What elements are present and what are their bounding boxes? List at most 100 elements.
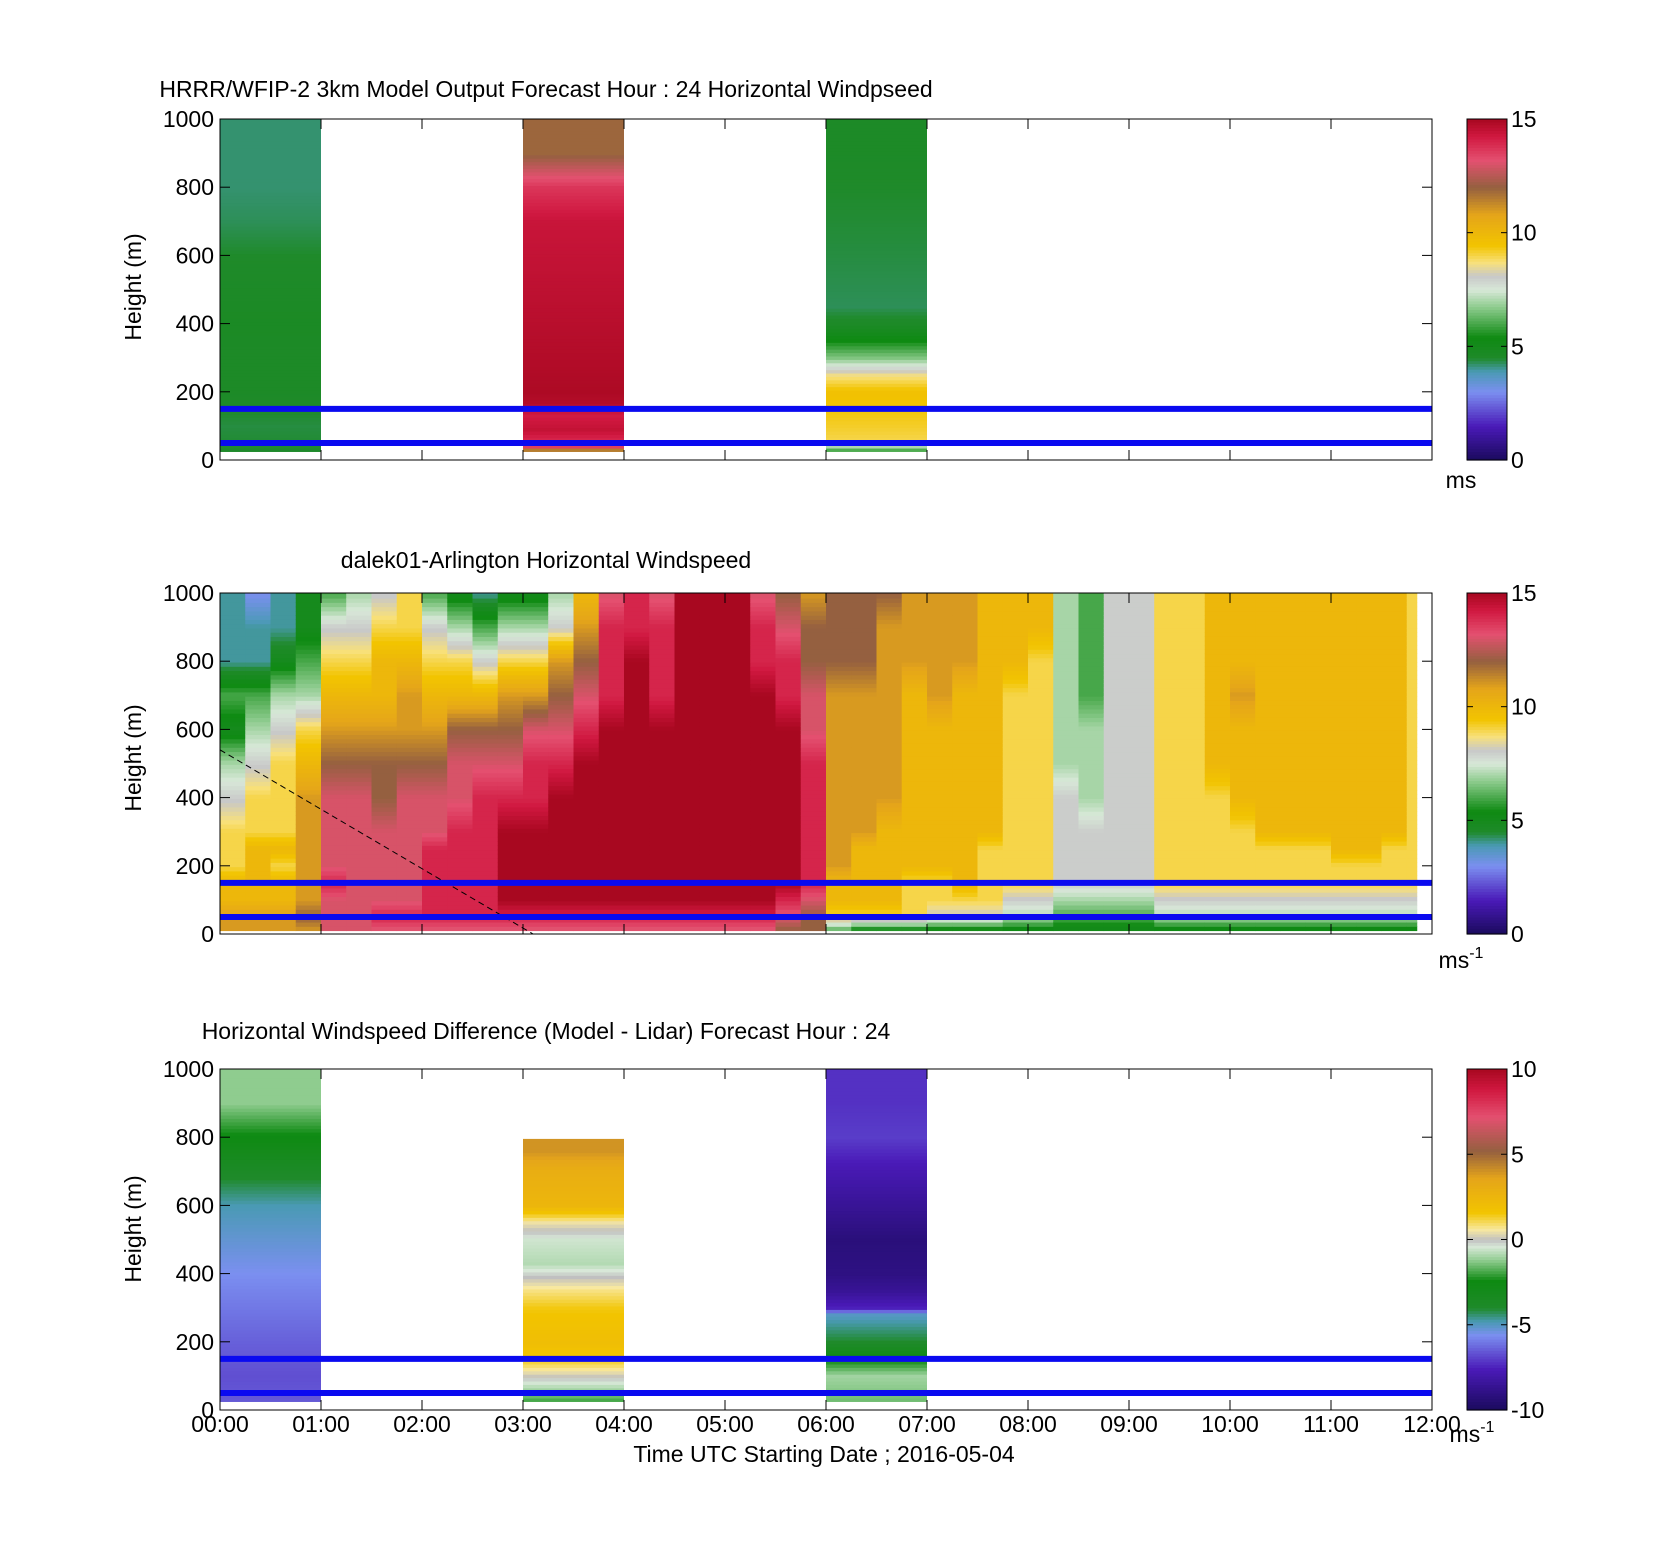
heatmap-cell [775, 708, 802, 714]
heatmap-cell [1002, 798, 1029, 804]
colorbar-segment [1467, 1086, 1507, 1090]
heatmap-cell [800, 738, 827, 744]
y-tick-label: 400 [176, 1261, 214, 1287]
colorbar-segment [1467, 1100, 1507, 1104]
heatmap-cell [396, 683, 423, 689]
heatmap-cell [1305, 704, 1332, 710]
heatmap-cell [901, 896, 928, 902]
heatmap-cell [750, 738, 776, 744]
heatmap-cell [624, 743, 650, 748]
heatmap-cell [952, 802, 978, 808]
heatmap-cell [220, 1173, 321, 1177]
heatmap-cell [1255, 917, 1281, 923]
heatmap-cell [220, 141, 321, 146]
heatmap-cell [270, 666, 297, 672]
heatmap-cell [826, 431, 927, 435]
heatmap-cell [649, 662, 675, 667]
colorbar-segment [1467, 1395, 1507, 1400]
heatmap-cell [750, 926, 776, 932]
heatmap-cell [977, 892, 1004, 897]
heatmap-cell [1204, 610, 1231, 616]
heatmap-cell [624, 887, 650, 893]
heatmap-cell [220, 1381, 321, 1385]
heatmap-cell [321, 683, 347, 689]
heatmap-cell [927, 806, 953, 812]
heatmap-cell [1356, 862, 1382, 868]
heatmap-cell [1179, 905, 1206, 910]
heatmap-cell [1255, 798, 1281, 804]
heatmap-cell [725, 760, 751, 765]
heatmap-cell [245, 819, 271, 825]
heatmap-cell [826, 1104, 927, 1109]
heatmap-cell [927, 679, 953, 684]
heatmap-cell [371, 619, 398, 625]
heatmap-cell [220, 1111, 321, 1116]
heatmap-cell [1406, 721, 1418, 727]
heatmap-cell [1028, 662, 1054, 667]
heatmap-cell [523, 338, 624, 343]
heatmap-cell [1028, 892, 1054, 897]
heatmap-cell [775, 696, 802, 701]
heatmap-cell [826, 1203, 927, 1208]
heatmap-cell [901, 832, 928, 838]
heatmap-cell [977, 926, 1004, 932]
heatmap-cell [952, 883, 978, 889]
heatmap-cell [220, 199, 321, 204]
heatmap-cell [826, 321, 927, 326]
heatmap-cell [927, 862, 953, 868]
heatmap-cell [826, 713, 852, 718]
heatmap-cell [876, 636, 903, 642]
heatmap-cell [396, 841, 423, 846]
heatmap-cell [1204, 841, 1231, 846]
heatmap-cell [800, 623, 827, 629]
heatmap-cell [901, 653, 928, 659]
heatmap-cell [220, 909, 246, 915]
heatmap-cell [901, 764, 928, 770]
heatmap-cell [548, 828, 574, 834]
heatmap-cell [321, 785, 347, 791]
heatmap-cell [851, 619, 877, 625]
heatmap-cell [1280, 738, 1307, 744]
heatmap-cell [1305, 687, 1332, 693]
heatmap-cell [220, 674, 246, 680]
heatmap-cell [1179, 917, 1206, 923]
heatmap-cell [270, 657, 297, 663]
heatmap-cell [1280, 593, 1307, 599]
heatmap-cell [295, 598, 322, 603]
heatmap-cell [1078, 858, 1105, 863]
heatmap-cell [523, 679, 549, 684]
heatmap-cell [725, 887, 751, 893]
heatmap-cell [1406, 670, 1418, 676]
heatmap-cell [901, 691, 928, 697]
heatmap-cell [1381, 896, 1408, 902]
heatmap-cell [876, 815, 903, 821]
heatmap-cell [1129, 606, 1155, 612]
heatmap-cell [876, 764, 903, 770]
heatmap-cell [750, 772, 776, 778]
heatmap-cell [927, 905, 953, 910]
heatmap-cell [220, 1333, 321, 1338]
heatmap-cell [1154, 730, 1180, 736]
heatmap-cell [876, 858, 903, 863]
heatmap-cell [1103, 627, 1130, 633]
heatmap-cell [1331, 811, 1357, 817]
heatmap-cell [1078, 653, 1105, 659]
heatmap-cell [1406, 683, 1418, 689]
heatmap-cell [800, 657, 827, 663]
heatmap-cell [1028, 845, 1054, 851]
heatmap-cell [725, 815, 751, 821]
heatmap-cell [826, 1292, 927, 1297]
heatmap-cell [245, 815, 271, 821]
heatmap-cell [396, 666, 423, 672]
heatmap-cell [220, 713, 246, 718]
colorbar-segment [1467, 786, 1507, 790]
heatmap-cell [321, 679, 347, 684]
heatmap-cell [1002, 862, 1029, 868]
heatmap-cell [245, 619, 271, 625]
heatmap-cell [523, 376, 624, 381]
heatmap-cell [523, 1316, 624, 1321]
heatmap-cell [447, 853, 473, 859]
heatmap-cell [876, 704, 903, 710]
heatmap-cell [649, 725, 675, 731]
heatmap-cell [851, 883, 877, 889]
